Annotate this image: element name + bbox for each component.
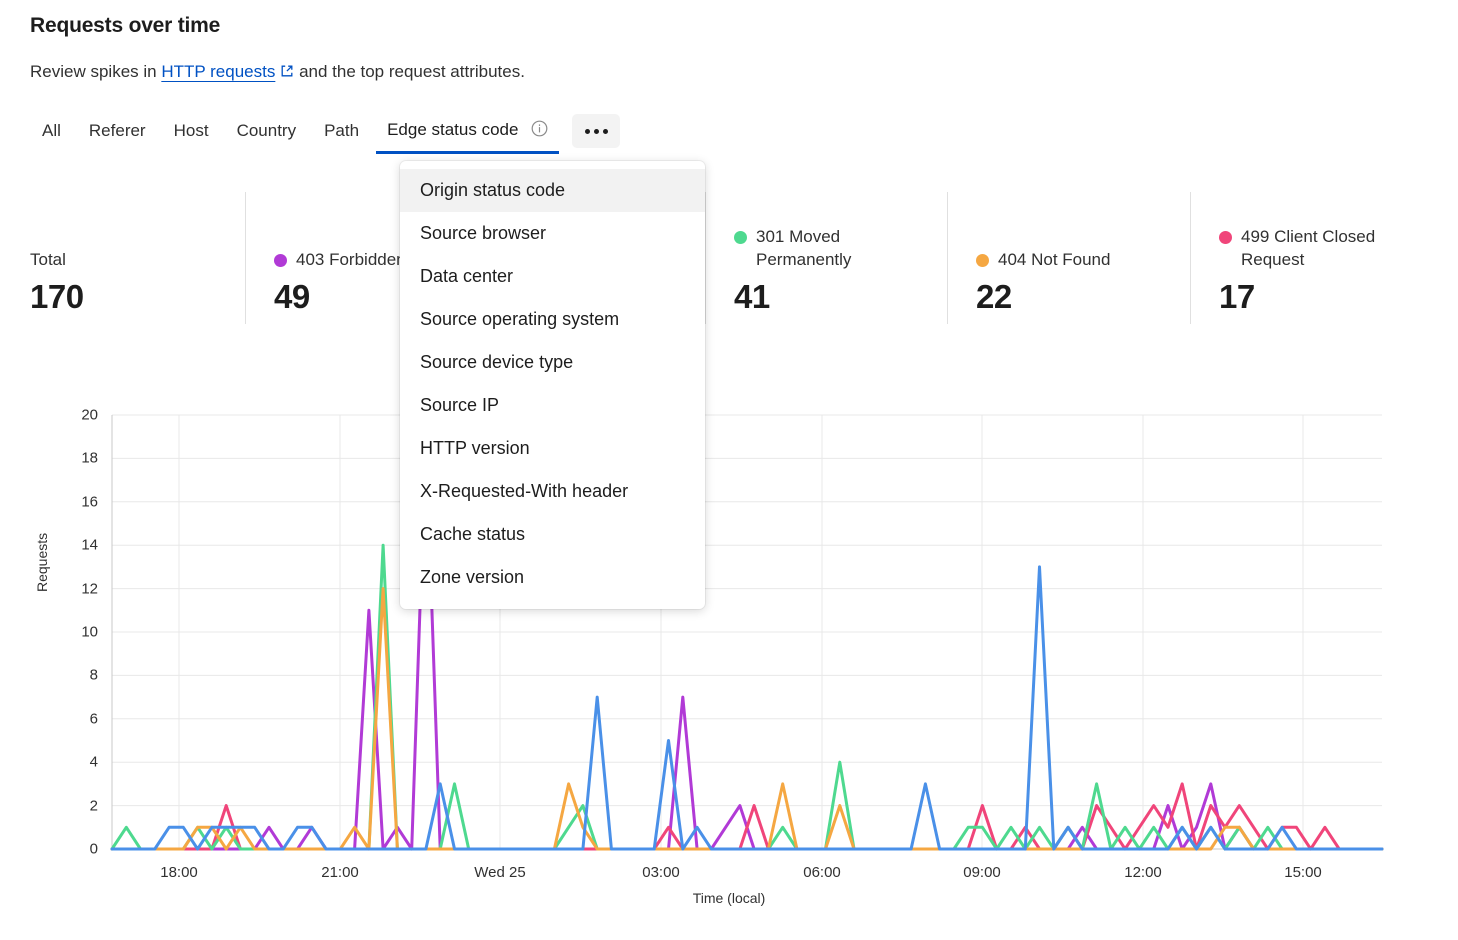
dropdown-item-http-version[interactable]: HTTP version (420, 438, 530, 458)
stat-403-forbidden: 403 Forbidden 49 (245, 192, 490, 324)
chart-series-line (110, 435, 1384, 851)
x-tick-label: Wed 25 (474, 864, 526, 881)
stat-label-text: Total (30, 249, 66, 269)
stat-value: 170 (30, 278, 84, 315)
stat-499-client-closed-request: 499 Client Closed Request 17 (1190, 192, 1420, 324)
stat-value: 49 (274, 278, 310, 315)
y-tick-label: 2 (89, 797, 98, 815)
chart-x-axis-title: Time (local) (692, 890, 766, 906)
tab-referer[interactable]: Referer (75, 115, 160, 153)
x-tick-label: 03:00 (642, 864, 680, 881)
stat-label-text: 301 Moved Permanently (756, 227, 852, 269)
dropdown-item-source-browser[interactable]: Source browser (420, 223, 547, 243)
stat-value: 22 (976, 278, 1012, 315)
stat-label-text: 403 Forbidden (296, 249, 406, 269)
y-tick-label: 0 (89, 840, 98, 858)
dropdown-item-source-device-type[interactable]: Source device type (420, 352, 574, 372)
dropdown-item-source-operating-system[interactable]: Source operating system (420, 309, 620, 329)
more-dot (584, 128, 590, 134)
y-tick-label: 12 (81, 580, 98, 598)
tab-label: Country (236, 121, 297, 140)
stat-label: 499 Client Closed Request (1219, 226, 1394, 271)
info-circle-icon[interactable] (531, 120, 548, 141)
tab-label: Path (324, 121, 360, 140)
chart-x-axis-ticks: 18:00 21:00 Wed 25 03:00 06:00 09:00 12:00 15:0… (0, 864, 1458, 888)
x-tick-label: 09:00 (963, 864, 1001, 881)
stat-total: Total 170 (30, 192, 245, 324)
y-tick-label: 14 (81, 536, 98, 554)
x-tick-label: 15:00 (1284, 864, 1322, 881)
page-subtitle: Review spikes in HTTP requests and the t… (30, 62, 525, 83)
subtitle-text-post: and the top request attributes. (294, 62, 525, 81)
series-color-swatch (1219, 231, 1232, 245)
tab-label: Host (173, 121, 209, 140)
series-color-swatch (734, 231, 747, 245)
dropdown-item-data-center[interactable]: Data center (420, 266, 514, 286)
attribute-tabs: All Referer Host Country Path Edge statu… (28, 114, 621, 154)
y-tick-label: 6 (89, 710, 98, 728)
http-requests-link[interactable]: HTTP requests (161, 62, 276, 81)
tab-country[interactable]: Country (223, 115, 311, 153)
tab-host[interactable]: Host (160, 115, 223, 153)
page-title: Requests over time (30, 14, 221, 37)
y-tick-label: 8 (89, 666, 98, 684)
series-color-swatch (274, 253, 287, 267)
subtitle-text-pre: Review spikes in (30, 62, 162, 81)
stat-404-not-found: 404 Not Found 22 (947, 192, 1190, 324)
stat-value: 41 (734, 278, 770, 315)
tab-all[interactable]: All (28, 115, 75, 153)
x-tick-label: 06:00 (803, 864, 841, 881)
stat-label-text: 404 Not Found (998, 249, 1111, 269)
tab-label: All (42, 121, 61, 140)
dropdown-item-source-ip[interactable]: Source IP (420, 395, 500, 415)
x-tick-label: 18:00 (160, 864, 198, 881)
y-tick-label: 10 (81, 623, 98, 641)
dropdown-item-zone-version[interactable]: Zone version (420, 567, 525, 587)
y-tick-label: 20 (81, 406, 98, 424)
stats-row: Total 170 403 Forbidden 49 301 Moved Per… (30, 192, 1430, 324)
more-options-button[interactable] (572, 114, 621, 148)
dropdown-item-origin-status-code[interactable]: Origin status code (400, 169, 705, 212)
stat-label-text: 499 Client Closed Request (1241, 227, 1376, 269)
external-link-icon (280, 63, 294, 83)
x-tick-label: 21:00 (321, 864, 359, 881)
tab-path[interactable]: Path (310, 115, 373, 153)
stat-label: 301 Moved Permanently (734, 226, 909, 271)
y-tick-label: 18 (81, 449, 98, 467)
stat-value: 17 (1219, 278, 1255, 315)
more-dot (602, 128, 608, 134)
y-tick-label: 4 (89, 753, 98, 771)
stat-label: Total (30, 249, 205, 271)
tab-edge-status-code[interactable]: Edge status code (373, 114, 562, 154)
more-dot (593, 128, 599, 134)
series-color-swatch (976, 253, 989, 267)
stat-label: 403 Forbidden (274, 249, 449, 271)
dropdown-item-x-requested-with-header[interactable]: X-Requested-With header (420, 481, 629, 501)
chart-y-axis-ticks: 0 2 4 6 8 10 12 14 16 18 20 (52, 0, 98, 940)
stat-301-moved-permanently: 301 Moved Permanently 41 (705, 192, 947, 324)
x-tick-label: 12:00 (1124, 864, 1162, 881)
dropdown-item-cache-status[interactable]: Cache status (420, 524, 526, 544)
tab-label: Edge status code (387, 120, 519, 139)
stat-label: 404 Not Found (976, 249, 1151, 271)
chart-series-line (110, 543, 1384, 851)
chart-series-line (110, 565, 1384, 851)
tab-label: Referer (88, 121, 146, 140)
attribute-dropdown-menu[interactable]: Origin status code Source browser Data cen… (400, 161, 705, 609)
y-tick-label: 16 (81, 493, 98, 511)
